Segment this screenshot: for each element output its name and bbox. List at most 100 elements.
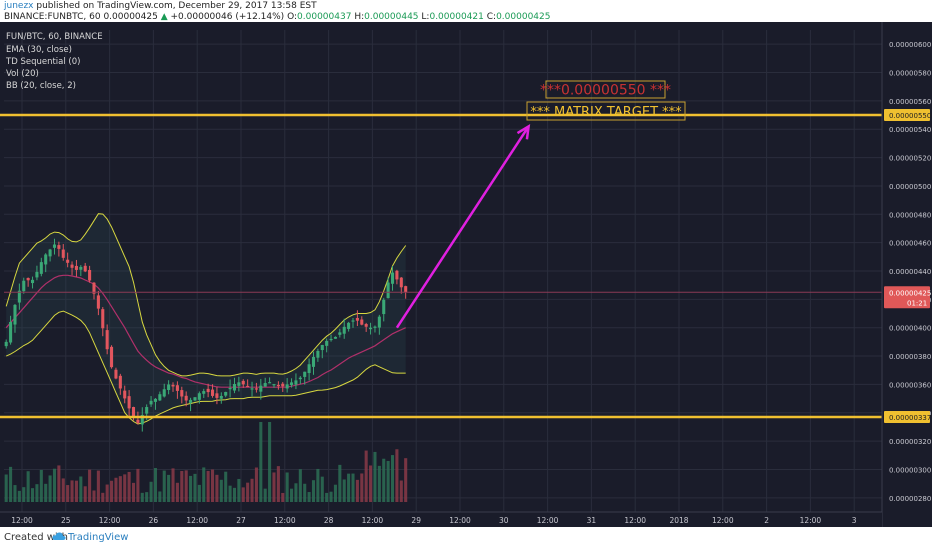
open-label: O: [287, 12, 298, 22]
candle-body [30, 279, 35, 284]
countdown-label: 01:21 [907, 299, 927, 307]
author-link[interactable]: junezx [4, 1, 34, 11]
level-price-tag [884, 109, 930, 122]
candle-body [285, 384, 289, 389]
candle-body [254, 388, 258, 390]
indicator-label-bb[interactable]: BB (20, close, 2) [6, 81, 76, 91]
time-tick-label: 12:00 [11, 516, 33, 525]
price-tick-label: 0.00000500 [889, 183, 931, 191]
candle-body [153, 398, 157, 402]
volume-bar [404, 458, 408, 502]
candle-body [158, 394, 162, 401]
volume-bar [57, 465, 61, 502]
volume-bar [276, 466, 280, 502]
tradingview-brand[interactable]: TradingView [68, 532, 129, 543]
candle-body [184, 395, 188, 401]
candle-body [369, 327, 373, 330]
time-axis-bg [0, 512, 882, 527]
volume-bar [175, 482, 179, 502]
bollinger-upper-line [5, 213, 407, 377]
volume-bar [44, 483, 48, 502]
indicator-label-ema[interactable]: EMA (30, close) [6, 45, 72, 55]
time-tick-label: 12:00 [99, 516, 121, 525]
candle-body [347, 322, 351, 329]
volume-bar [35, 484, 39, 502]
volume-bar [17, 490, 21, 502]
volume-bar [22, 487, 26, 502]
candle-body [224, 391, 228, 396]
candle-body [399, 277, 403, 288]
open-value: 0.00000437 [297, 12, 352, 22]
candle-body [228, 387, 232, 390]
volume-bar [294, 483, 298, 502]
candle-body [237, 382, 241, 386]
candle-body [140, 415, 144, 425]
time-tick-label: 30 [499, 516, 509, 525]
volume-bar [311, 480, 316, 502]
time-tick-label: 25 [61, 516, 71, 525]
time-tick-label: 2018 [669, 516, 688, 525]
change-value: +0.00000046 (+12.14%) [170, 12, 285, 22]
publish-info: published on TradingView.com, December 2… [36, 1, 317, 11]
volume-bar [96, 470, 100, 502]
candle-body [210, 389, 215, 396]
candle-body [162, 389, 166, 397]
volume-bar [228, 485, 232, 502]
candle-body [171, 384, 175, 387]
candle-body [123, 390, 127, 399]
indicator-label-symbol[interactable]: FUN/BTC, 60, BINANCE [6, 32, 103, 42]
candle-body [241, 380, 245, 385]
volume-bar [351, 473, 355, 502]
change-arrow: ▲ [160, 12, 168, 22]
price-tick-label: 0.00000380 [889, 353, 931, 361]
volume-bar [263, 488, 267, 502]
price-chart[interactable]: ***0.00000550 *** *** MATRIX TARGET *** 0… [0, 22, 932, 527]
volume-bar [197, 484, 201, 502]
volume-bar [329, 491, 333, 502]
candle-body [4, 341, 8, 347]
tradingview-cloud-icon [52, 531, 66, 545]
volume-bar [118, 476, 122, 502]
volume-bar [136, 468, 140, 502]
volume-bar [88, 469, 92, 502]
volume-bar [219, 479, 223, 502]
volume-bar [83, 486, 87, 502]
candle-body [250, 388, 254, 390]
candle-body [145, 407, 149, 414]
time-tick-label: 2 [764, 516, 769, 525]
last-price-tag [884, 286, 930, 309]
candle-body [329, 338, 333, 341]
price-tick-label: 0.00000540 [889, 126, 931, 134]
candle-body [127, 396, 131, 409]
volume-bar [206, 470, 210, 502]
chart-area[interactable]: ***0.00000550 *** *** MATRIX TARGET *** 0… [0, 22, 932, 527]
bollinger-lower-line [5, 310, 406, 425]
volume-bar [184, 470, 188, 502]
time-tick-label: 29 [411, 516, 421, 525]
volume-bar [320, 476, 324, 502]
volume-bar [333, 484, 337, 502]
volume-bar [342, 479, 346, 502]
volume-bar [241, 487, 245, 502]
candle-body [57, 245, 61, 249]
high-label: H: [354, 12, 365, 22]
annotation-price: ***0.00000550 *** [540, 83, 671, 99]
volume-bar [193, 473, 197, 502]
symbol-label: BINANCE:FUNBTC, 60 [4, 12, 101, 22]
candle-body [355, 317, 359, 321]
candle-body [180, 390, 184, 397]
candle-body [70, 264, 74, 268]
last-price-label: 0.00000425 [889, 289, 931, 297]
candle-body [206, 388, 210, 393]
volume-bar [290, 488, 294, 502]
annotations: ***0.00000550 *** *** MATRIX TARGET *** [526, 80, 686, 121]
candle-body [320, 344, 324, 351]
indicator-label-vol[interactable]: Vol (20) [6, 69, 39, 79]
volume-bar [210, 469, 215, 502]
time-tick-label: 12:00 [274, 516, 296, 525]
indicator-label-td[interactable]: TD Sequential (0) [6, 57, 81, 67]
volume-bar [224, 471, 228, 502]
volume-bar [158, 491, 162, 502]
candle-body [294, 380, 298, 385]
candle-body [105, 330, 109, 350]
